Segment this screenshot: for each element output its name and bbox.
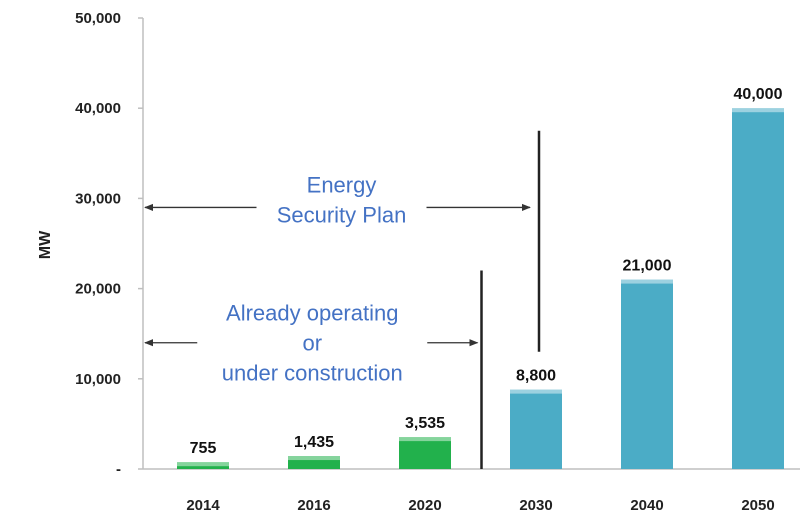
y-axis-label: MW (37, 230, 54, 259)
y-tick-label: 20,000 (75, 281, 121, 298)
y-tick-label: 50,000 (75, 10, 121, 27)
annotation-text: or (302, 331, 322, 356)
bar-highlight (510, 389, 562, 394)
x-tick-label: 2040 (630, 497, 663, 514)
bars: 755 1,435 3,535 8,800 21,000 40,000 (177, 86, 784, 469)
data-label: 21,000 (623, 258, 672, 275)
annotation-text: Energy (307, 172, 377, 197)
bar (177, 462, 229, 469)
x-tick-label: 2030 (519, 497, 552, 514)
y-tick-label: 10,000 (75, 371, 121, 388)
bar (399, 437, 451, 469)
bar (288, 456, 340, 469)
bar-highlight (288, 456, 340, 461)
x-tick-label: 2016 (297, 497, 330, 514)
bar-highlight (177, 462, 229, 467)
x-tick-label: 2050 (741, 497, 774, 514)
bar-highlight (732, 108, 784, 113)
data-label: 1,435 (294, 434, 334, 451)
data-label: 3,535 (405, 415, 445, 432)
x-tick-label: 2020 (408, 497, 441, 514)
bar-highlight (621, 279, 673, 284)
data-label: 40,000 (734, 86, 783, 103)
bar-highlight (399, 437, 451, 442)
x-tick-label: 2014 (186, 497, 220, 514)
data-label: 8,800 (516, 368, 556, 385)
x-axis: 2014 2016 2020 2030 2040 2050 (143, 468, 800, 514)
y-tick-label: 40,000 (75, 100, 121, 117)
bar (732, 108, 784, 469)
bar (510, 389, 562, 469)
bar (621, 279, 673, 469)
annotation-text: under construction (222, 361, 403, 386)
annotations: Energy Security Plan Already operating or un… (144, 130, 541, 469)
y-tick-label: - (116, 461, 121, 478)
y-axis: - 10,000 20,000 30,000 40,000 50,000 (75, 10, 144, 478)
y-tick-label: 30,000 (75, 190, 121, 207)
annotation-text: Already operating (226, 301, 398, 326)
data-label: 755 (190, 440, 217, 457)
annotation-text: Security Plan (277, 202, 407, 227)
